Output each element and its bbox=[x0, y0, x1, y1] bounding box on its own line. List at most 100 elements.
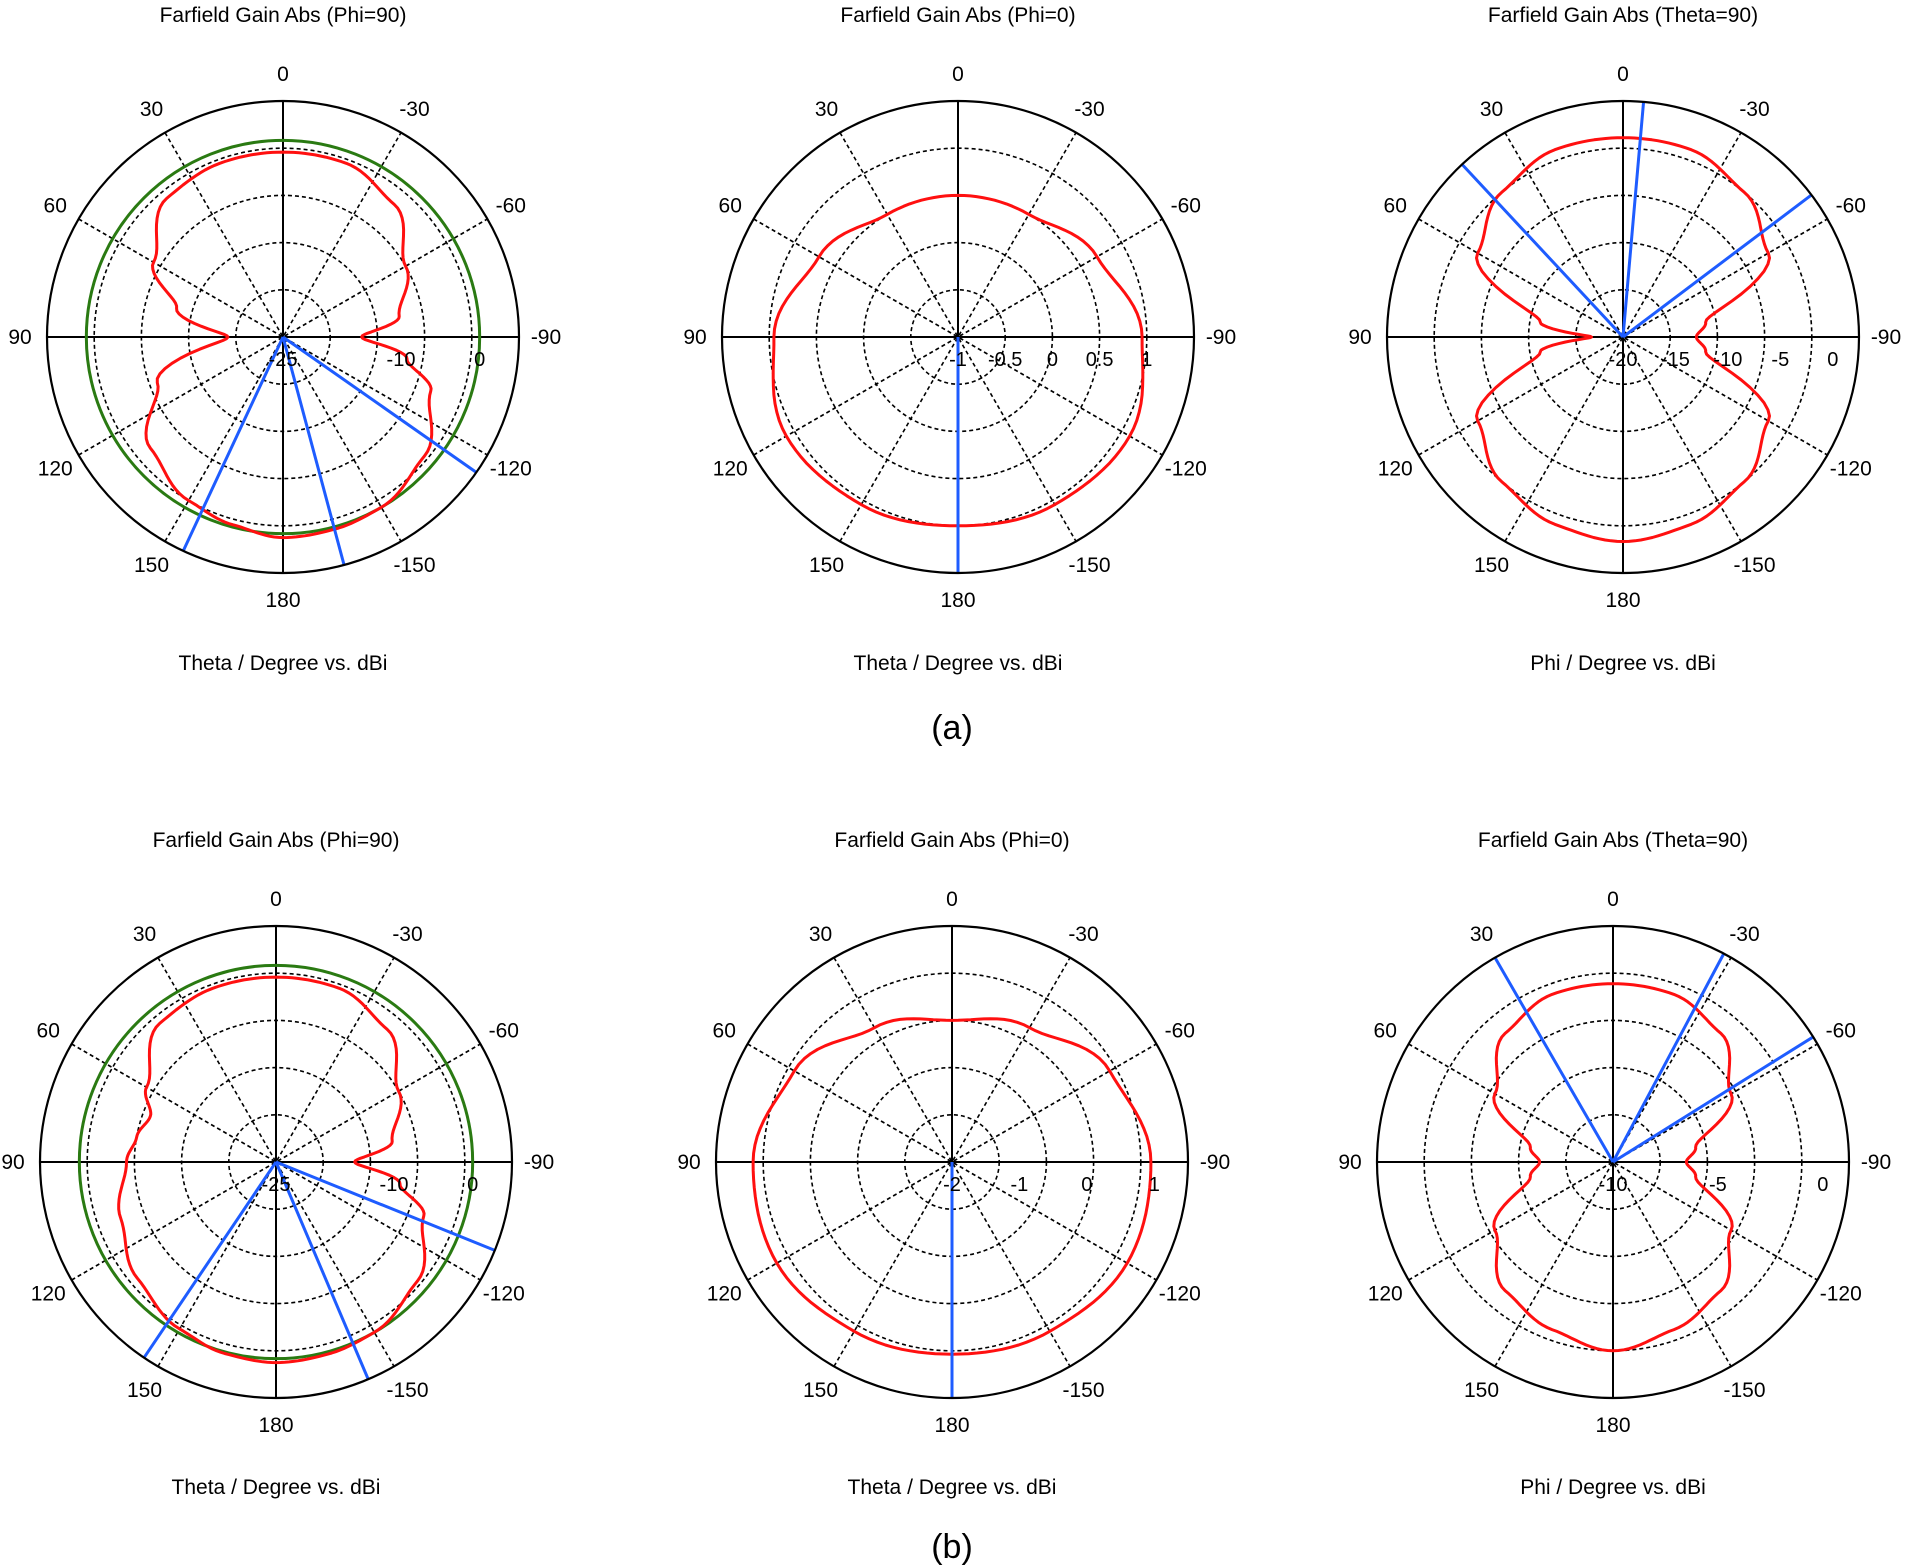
angle-tick-label: 90 bbox=[683, 326, 706, 349]
angle-tick-label: 150 bbox=[803, 1379, 838, 1402]
angle-tick-label: 180 bbox=[1605, 589, 1640, 612]
grid-spoke bbox=[164, 132, 402, 542]
angle-tick-label: 150 bbox=[1464, 1379, 1499, 1402]
grid-spoke bbox=[1408, 1043, 1818, 1281]
angle-tick-label: -90 bbox=[531, 326, 561, 349]
angle-tick-label: -60 bbox=[1836, 195, 1866, 218]
grid-spoke bbox=[833, 957, 1071, 1367]
angle-tick-label: 150 bbox=[134, 554, 169, 577]
grid-spoke bbox=[833, 957, 1071, 1367]
caption-b: (b) bbox=[931, 1528, 973, 1566]
angle-tick-label: 90 bbox=[1348, 326, 1371, 349]
marker-line bbox=[1622, 193, 1813, 339]
outer-ring bbox=[714, 924, 1190, 1400]
angle-tick-label: 0 bbox=[952, 63, 964, 86]
angle-tick-label: 0 bbox=[270, 888, 282, 911]
grid-spoke bbox=[164, 132, 402, 542]
angle-tick-label: 120 bbox=[713, 458, 748, 481]
marker-line bbox=[1460, 163, 1625, 339]
chart-title: Farfield Gain Abs (Theta=90) bbox=[1488, 4, 1758, 27]
chart-title: Farfield Gain Abs (Phi=90) bbox=[153, 829, 400, 852]
caption-a: (a) bbox=[931, 709, 973, 747]
radial-tick-label: -25 bbox=[262, 1174, 291, 1196]
angle-tick-label: 150 bbox=[1474, 554, 1509, 577]
angle-tick-label: -30 bbox=[399, 98, 429, 121]
grid-spoke bbox=[71, 1043, 481, 1281]
radial-tick-label: -10 bbox=[1599, 1174, 1628, 1196]
radial-tick-label: -10 bbox=[387, 349, 416, 371]
grid-spoke bbox=[839, 132, 1077, 542]
grid-spoke bbox=[1408, 1043, 1818, 1281]
angle-tick-label: 60 bbox=[44, 195, 67, 218]
angle-tick-label: 90 bbox=[677, 1151, 700, 1174]
grid-spoke bbox=[1504, 132, 1742, 542]
angle-tick-label: 150 bbox=[127, 1379, 162, 1402]
marker-line bbox=[181, 336, 285, 552]
polar-chart-5: 0 -30 -60 -90 -120 -150 180 150 120 90 60 30 -2 -1 0 1 F… bbox=[677, 829, 1230, 1499]
radial-tick-label: 0.5 bbox=[1086, 349, 1114, 371]
angle-tick-label: 30 bbox=[809, 923, 832, 946]
angle-tick-label: -120 bbox=[1820, 1283, 1862, 1306]
grid-spoke bbox=[839, 132, 1077, 542]
axis-label: Theta / Degree vs. dBi bbox=[848, 1476, 1057, 1499]
marker-line bbox=[274, 1161, 370, 1380]
radial-tick-label: 0 bbox=[1047, 349, 1058, 371]
marker-line bbox=[142, 1161, 278, 1359]
angle-tick-label: 180 bbox=[934, 1414, 969, 1437]
angle-tick-label: -90 bbox=[1206, 326, 1236, 349]
angle-tick-label: 150 bbox=[809, 554, 844, 577]
angle-tick-label: 60 bbox=[1374, 1020, 1397, 1043]
axis-label: Theta / Degree vs. dBi bbox=[172, 1476, 381, 1499]
grid-spoke bbox=[753, 218, 1163, 456]
marker-line bbox=[281, 336, 346, 566]
gain-pattern-curve bbox=[117, 975, 427, 1365]
angle-tick-label: 120 bbox=[38, 458, 73, 481]
angle-tick-label: 90 bbox=[1338, 1151, 1361, 1174]
angle-tick-label: 60 bbox=[719, 195, 742, 218]
gain-pattern-curve bbox=[144, 150, 434, 540]
grid-spoke bbox=[157, 957, 395, 1367]
radial-tick-label: 0 bbox=[467, 1174, 478, 1196]
reference-circle bbox=[77, 963, 475, 1361]
grid-spoke bbox=[157, 957, 395, 1367]
angle-tick-label: 30 bbox=[140, 98, 163, 121]
angle-tick-label: -30 bbox=[1739, 98, 1769, 121]
angle-tick-label: 120 bbox=[1378, 458, 1413, 481]
angle-tick-label: -60 bbox=[1171, 195, 1201, 218]
angle-tick-label: -150 bbox=[1062, 1379, 1104, 1402]
angle-tick-label: -30 bbox=[1074, 98, 1104, 121]
angle-tick-label: 60 bbox=[1384, 195, 1407, 218]
polar-chart-1: 0 -30 -60 -90 -120 -150 180 150 120 90 60 30 -25 -10 0… bbox=[8, 4, 561, 675]
angle-tick-label: -150 bbox=[393, 554, 435, 577]
radial-tick-label: -1 bbox=[1011, 1174, 1029, 1196]
angle-tick-label: -90 bbox=[1861, 1151, 1891, 1174]
outer-ring bbox=[1385, 99, 1861, 575]
angle-tick-label: -120 bbox=[1159, 1283, 1201, 1306]
polar-chart-4: 0 -30 -60 -90 -120 -150 180 150 120 90 60 30 -25 -10 0… bbox=[1, 829, 554, 1499]
radial-tick-label: 0 bbox=[474, 349, 485, 371]
angle-tick-label: 60 bbox=[713, 1020, 736, 1043]
angle-tick-label: 30 bbox=[1470, 923, 1493, 946]
radial-tick-label: 1 bbox=[1149, 1174, 1160, 1196]
angle-tick-label: 60 bbox=[37, 1020, 60, 1043]
marker-line bbox=[1611, 952, 1726, 1163]
angle-tick-label: -60 bbox=[1165, 1020, 1195, 1043]
polar-chart-2: 0 -30 -60 -90 -120 -150 180 150 120 90 60 30 -1 -0.5 0… bbox=[683, 4, 1236, 675]
angle-tick-label: 30 bbox=[815, 98, 838, 121]
radial-tick-label: -15 bbox=[1661, 349, 1690, 371]
angle-tick-label: -120 bbox=[483, 1283, 525, 1306]
axis-label: Theta / Degree vs. dBi bbox=[854, 652, 1063, 675]
angle-tick-label: 30 bbox=[1480, 98, 1503, 121]
grid-spoke bbox=[78, 218, 488, 456]
gain-pattern-curve bbox=[1475, 136, 1771, 543]
angle-tick-label: 30 bbox=[133, 923, 156, 946]
angle-tick-label: 90 bbox=[8, 326, 31, 349]
angle-tick-label: 0 bbox=[277, 63, 289, 86]
angle-tick-label: -90 bbox=[1200, 1151, 1230, 1174]
reference-circle bbox=[84, 138, 482, 536]
angle-tick-label: -150 bbox=[1068, 554, 1110, 577]
outer-ring bbox=[38, 924, 514, 1400]
grid-spoke bbox=[753, 218, 1163, 456]
grid-spoke bbox=[1418, 218, 1828, 456]
